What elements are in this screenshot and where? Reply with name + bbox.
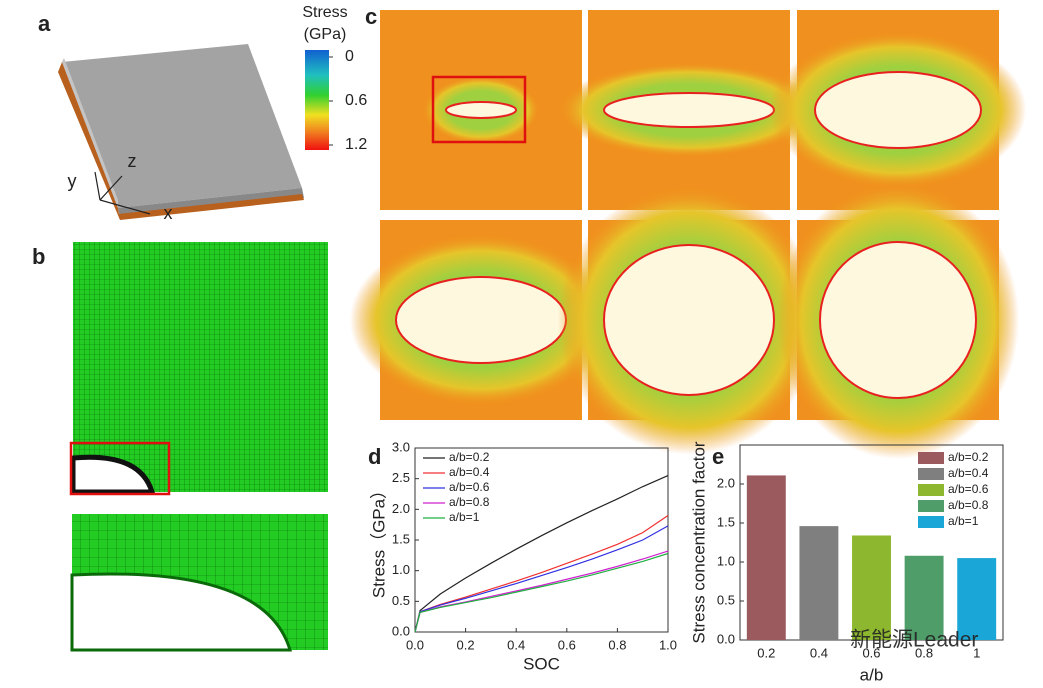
line-series [414, 550, 669, 633]
bar [852, 535, 891, 640]
y-tick-label: 0.0 [717, 631, 735, 646]
legend-label: a/b=0.8 [449, 495, 490, 509]
bar [746, 475, 786, 640]
bar [799, 526, 839, 640]
legend-label: a/b=0.2 [449, 450, 490, 464]
colorbar-tick-label: 0.6 [345, 92, 367, 109]
hole [395, 276, 567, 364]
panel-label: c [365, 4, 377, 29]
x-tick-label: 0.6 [862, 645, 880, 660]
y-tick-label: 1.0 [392, 562, 410, 577]
x-tick-label: 0.8 [608, 637, 626, 652]
colorbar [305, 50, 329, 150]
y-tick-label: 0.0 [392, 623, 410, 638]
hole [603, 244, 775, 396]
y-tick-label: 1.5 [717, 514, 735, 529]
hole [70, 572, 293, 652]
colorbar-title: (GPa) [304, 26, 347, 43]
y-tick-label: 0.5 [717, 592, 735, 607]
axis-label-3d: x [164, 203, 173, 223]
colorbar-title: Stress [302, 4, 347, 21]
mesh [73, 242, 328, 492]
line-series [414, 475, 669, 633]
x-tick-label: 0.2 [757, 645, 775, 660]
x-tick-label: 0.0 [406, 637, 424, 652]
legend-swatch [918, 452, 944, 464]
y-axis-label: Stress（GPa） [369, 482, 388, 598]
legend-label: a/b=0.6 [948, 482, 989, 496]
hole [819, 241, 977, 399]
hole [814, 71, 982, 149]
y-tick-label: 1.5 [392, 531, 410, 546]
axis-label-3d: z [128, 151, 137, 171]
x-tick-label: 0.4 [810, 645, 828, 660]
y-tick-label: 1.0 [717, 553, 735, 568]
legend-swatch [918, 468, 944, 480]
line-series [414, 552, 669, 633]
legend-label: a/b=0.4 [449, 465, 490, 479]
legend-swatch [918, 484, 944, 496]
panel-label: b [32, 244, 45, 269]
panel-label: d [368, 444, 381, 469]
y-tick-label: 0.5 [392, 593, 410, 608]
plate-3d [58, 44, 304, 220]
legend-label: a/b=1 [449, 510, 480, 524]
legend-label: a/b=1 [948, 514, 979, 528]
legend-label: a/b=0.8 [948, 498, 989, 512]
legend-label: a/b=0.4 [948, 466, 989, 480]
panel-label: a [38, 11, 51, 36]
y-tick-label: 3.0 [392, 439, 410, 454]
x-tick-label: 1 [973, 645, 980, 660]
highlight-box [69, 441, 171, 496]
x-tick-label: 0.4 [507, 637, 525, 652]
line-series [414, 514, 669, 633]
legend-label: a/b=0.2 [948, 450, 989, 464]
y-tick-label: 2.5 [392, 470, 410, 485]
legend-label: a/b=0.6 [449, 480, 490, 494]
x-tick-label: 0.6 [558, 637, 576, 652]
bar [957, 558, 997, 640]
hole [70, 454, 156, 495]
colorbar-tick-label: 0 [345, 48, 354, 65]
hole [445, 101, 517, 119]
y-tick-label: 2.0 [717, 475, 735, 490]
highlight-box [431, 75, 527, 144]
y-tick-label: 2.0 [392, 501, 410, 516]
bar [904, 555, 944, 640]
x-tick-label: 0.2 [457, 637, 475, 652]
x-tick-label: 0.8 [915, 645, 933, 660]
stress-maps [349, 10, 1027, 459]
watermark: 新能源Leader [850, 629, 978, 652]
legend-swatch [918, 516, 944, 528]
panel-label: e [712, 444, 724, 469]
y-axis-label: Stress concentration factor [689, 441, 708, 644]
x-axis-label: SOC [523, 654, 560, 673]
line-series [414, 525, 669, 633]
axis-label-3d: y [68, 171, 77, 191]
x-axis-label: a/b [860, 665, 884, 684]
colorbar-tick-label: 1.2 [345, 136, 367, 153]
legend-swatch [918, 500, 944, 512]
hole [603, 92, 775, 128]
x-tick-label: 1.0 [659, 637, 677, 652]
